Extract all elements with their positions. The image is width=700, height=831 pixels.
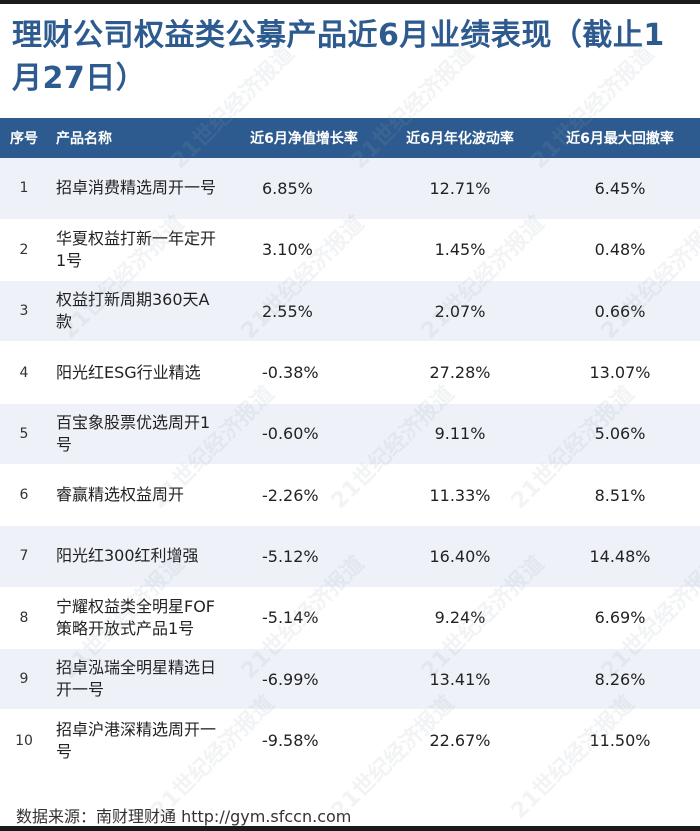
row-return: -5.12% bbox=[228, 525, 380, 588]
row-drawdown: 5.06% bbox=[540, 402, 700, 465]
row-drawdown: 8.26% bbox=[540, 647, 700, 710]
row-return: 3.10% bbox=[228, 218, 380, 281]
table-row: 6 睿赢精选权益周开 -2.26% 11.33% 8.51% bbox=[0, 463, 700, 526]
row-product-name: 阳光红300红利增强 bbox=[48, 525, 228, 588]
table-row: 1 招卓消费精选周开一号 6.85% 12.71% 6.45% bbox=[0, 158, 700, 220]
table-row: 8 宁耀权益类全明星FOF策略开放式产品1号 -5.14% 9.24% 6.69% bbox=[0, 586, 700, 649]
row-return: 2.55% bbox=[228, 280, 380, 342]
data-source-note: 数据来源：南财理财通 http://gym.sfccn.com bbox=[16, 807, 352, 826]
table-row: 4 阳光红ESG行业精选 -0.38% 27.28% 13.07% bbox=[0, 341, 700, 404]
header-index: 序号 bbox=[10, 131, 38, 147]
table-body: 1 招卓消费精选周开一号 6.85% 12.71% 6.45% 2 华夏权益打新一年定开1号… bbox=[0, 158, 700, 771]
row-volatility: 12.71% bbox=[429, 178, 491, 198]
row-product-name: 阳光红ESG行业精选 bbox=[48, 341, 228, 404]
row-index: 7 bbox=[0, 525, 48, 588]
row-product-name: 权益打新周期360天A款 bbox=[48, 280, 228, 342]
row-index: 10 bbox=[0, 709, 48, 771]
row-volatility: 27.28% bbox=[380, 341, 540, 404]
row-return: -9.58% bbox=[228, 709, 380, 771]
bottom-rule bbox=[0, 826, 700, 831]
row-volatility: 13.41% bbox=[380, 647, 540, 710]
row-product-name: 百宝象股票优选周开1号 bbox=[48, 402, 228, 465]
row-index: 8 bbox=[0, 586, 48, 649]
table-row: 10 招卓沪港深精选周开一号 -9.58% 22.67% 11.50% bbox=[0, 709, 700, 771]
row-index: 9 bbox=[0, 647, 48, 710]
top-rule bbox=[0, 0, 700, 4]
row-drawdown: 6.69% bbox=[540, 586, 700, 649]
page-title: 理财公司权益类公募产品近6月业绩表现（截止1月27日） bbox=[12, 18, 665, 96]
row-return: -0.60% bbox=[228, 402, 380, 465]
header-drawdown: 近6月最大回撤率 bbox=[566, 131, 674, 147]
header-return: 近6月净值增长率 bbox=[250, 131, 358, 147]
row-index: 3 bbox=[0, 280, 48, 342]
row-index: 2 bbox=[0, 218, 48, 281]
table-row: 5 百宝象股票优选周开1号 -0.60% 9.11% 5.06% bbox=[0, 402, 700, 465]
row-index: 1 bbox=[19, 180, 29, 197]
row-drawdown: 13.07% bbox=[540, 341, 700, 404]
table-header-row: 序号 产品名称 近6月净值增长率 近6月年化波动率 近6月最大回撤率 bbox=[0, 118, 700, 158]
row-product-name: 睿赢精选权益周开 bbox=[48, 463, 228, 526]
row-index: 4 bbox=[0, 341, 48, 404]
row-drawdown: 0.48% bbox=[540, 218, 700, 281]
table-row: 2 华夏权益打新一年定开1号 3.10% 1.45% 0.48% bbox=[0, 218, 700, 281]
row-product-name: 宁耀权益类全明星FOF策略开放式产品1号 bbox=[48, 586, 228, 649]
row-drawdown: 11.50% bbox=[540, 709, 700, 771]
row-return: -0.38% bbox=[228, 341, 380, 404]
row-product-name: 招卓沪港深精选周开一号 bbox=[48, 709, 228, 771]
row-product-name: 招卓泓瑞全明星精选日开一号 bbox=[48, 647, 228, 710]
table-row: 7 阳光红300红利增强 -5.12% 16.40% 14.48% bbox=[0, 525, 700, 588]
row-volatility: 16.40% bbox=[380, 525, 540, 588]
row-index: 5 bbox=[0, 402, 48, 465]
row-index: 6 bbox=[0, 463, 48, 526]
performance-table: 序号 产品名称 近6月净值增长率 近6月年化波动率 近6月最大回撤率 1 招卓消费… bbox=[0, 118, 700, 771]
row-product-name: 华夏权益打新一年定开1号 bbox=[48, 218, 228, 281]
row-volatility: 9.11% bbox=[380, 402, 540, 465]
table-row: 3 权益打新周期360天A款 2.55% 2.07% 0.66% bbox=[0, 280, 700, 342]
row-return: -6.99% bbox=[228, 647, 380, 710]
row-volatility: 2.07% bbox=[380, 280, 540, 342]
row-volatility: 9.24% bbox=[380, 586, 540, 649]
row-return: -2.26% bbox=[228, 463, 380, 526]
row-volatility: 11.33% bbox=[380, 463, 540, 526]
row-return: -5.14% bbox=[228, 586, 380, 649]
row-volatility: 22.67% bbox=[380, 709, 540, 771]
row-drawdown: 0.66% bbox=[540, 280, 700, 342]
row-return: 6.85% bbox=[262, 178, 313, 198]
header-product-name: 产品名称 bbox=[56, 131, 112, 147]
row-product-name: 招卓消费精选周开一号 bbox=[56, 178, 217, 198]
header-volatility: 近6月年化波动率 bbox=[406, 131, 514, 147]
row-volatility: 1.45% bbox=[380, 218, 540, 281]
table-row: 9 招卓泓瑞全明星精选日开一号 -6.99% 13.41% 8.26% bbox=[0, 647, 700, 710]
row-drawdown: 8.51% bbox=[540, 463, 700, 526]
row-drawdown: 6.45% bbox=[594, 178, 646, 198]
row-drawdown: 14.48% bbox=[540, 525, 700, 588]
